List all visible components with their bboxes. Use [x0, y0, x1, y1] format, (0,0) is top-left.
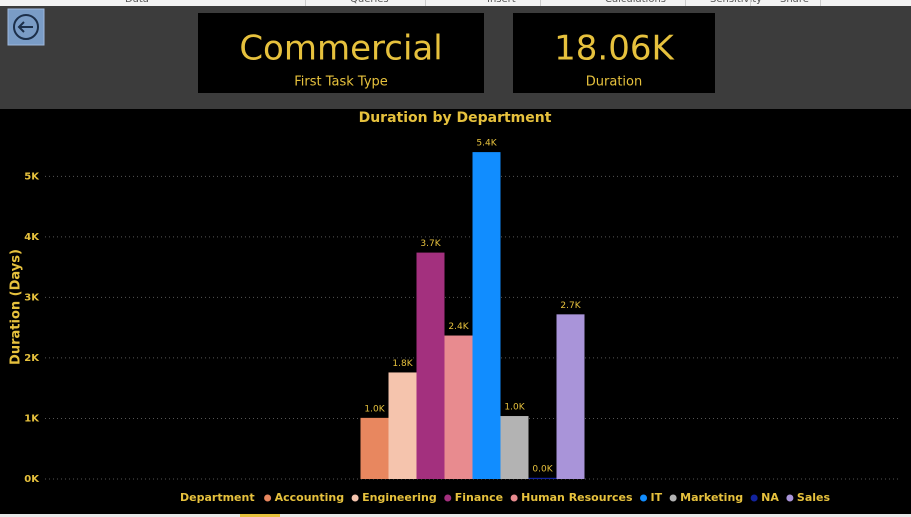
- y-tick-label: 3K: [24, 292, 40, 303]
- y-tick-label: 5K: [24, 171, 40, 182]
- bar: [360, 417, 389, 479]
- ribbon-tab[interactable]: Share: [780, 0, 809, 5]
- ribbon-divider: [820, 0, 821, 6]
- legend-label: Engineering: [362, 491, 437, 504]
- data-label: 1.8K: [392, 359, 413, 369]
- legend-label: Marketing: [680, 491, 743, 504]
- legend-label: Sales: [797, 491, 831, 504]
- bar: [388, 372, 417, 479]
- page-tab[interactable]: [240, 514, 280, 517]
- legend-label: IT: [651, 491, 663, 504]
- ribbon-tab[interactable]: Queries: [350, 0, 389, 5]
- data-label: 1.0K: [364, 404, 385, 414]
- y-tick-label: 2K: [24, 353, 40, 364]
- ribbon-divider: [305, 0, 306, 6]
- back-icon[interactable]: [13, 14, 39, 40]
- back-button[interactable]: [7, 8, 45, 46]
- bar: [472, 152, 501, 479]
- card-label: First Task Type: [294, 75, 388, 90]
- chart-title: Duration by Department: [359, 110, 552, 126]
- legend-marker: [750, 494, 758, 502]
- y-tick-label: 4K: [24, 232, 40, 243]
- legend-label: Finance: [455, 491, 503, 504]
- legend-label: Accounting: [275, 491, 345, 504]
- ribbon-tab[interactable]: Sensitivity: [710, 0, 762, 5]
- ribbon-tab[interactable]: Calculations: [605, 0, 666, 5]
- ribbon-tab[interactable]: Insert: [487, 0, 516, 5]
- data-label: 0.0K: [532, 464, 553, 474]
- bar: [528, 477, 557, 479]
- legend-label: Human Resources: [521, 491, 633, 504]
- legend-marker: [669, 494, 677, 502]
- ribbon-divider: [425, 0, 426, 6]
- legend-marker: [510, 494, 518, 502]
- data-label: 3.7K: [420, 239, 441, 249]
- ribbon-bar: [0, 0, 911, 6]
- y-axis-label: Duration (Days): [9, 249, 24, 365]
- bar: [416, 252, 445, 479]
- bar: [500, 416, 529, 479]
- legend-title: Department: [180, 491, 255, 504]
- card-value: Commercial: [239, 29, 442, 69]
- back-arrow[interactable]: [17, 21, 33, 33]
- bar: [556, 314, 585, 479]
- legend-marker: [264, 494, 272, 502]
- ribbon-divider: [750, 0, 751, 6]
- bar: [444, 335, 473, 479]
- data-label: 2.7K: [560, 301, 581, 311]
- bottom-strip: [0, 514, 911, 517]
- card: [198, 13, 484, 93]
- card-label: Duration: [586, 75, 642, 90]
- y-tick-label: 0K: [24, 474, 40, 485]
- legend-label: NA: [761, 491, 779, 504]
- ribbon-divider: [685, 0, 686, 6]
- data-label: 2.4K: [448, 322, 469, 332]
- legend-marker: [640, 494, 648, 502]
- legend-marker: [786, 494, 794, 502]
- card: [513, 13, 715, 93]
- ribbon-tab[interactable]: Data: [125, 0, 149, 5]
- y-tick-label: 1K: [24, 413, 40, 424]
- card-value: 18.06K: [554, 29, 675, 69]
- legend-marker: [351, 494, 359, 502]
- ribbon-divider: [540, 0, 541, 6]
- data-label: 5.4K: [476, 139, 497, 149]
- data-label: 1.0K: [504, 403, 525, 413]
- legend-marker: [444, 494, 452, 502]
